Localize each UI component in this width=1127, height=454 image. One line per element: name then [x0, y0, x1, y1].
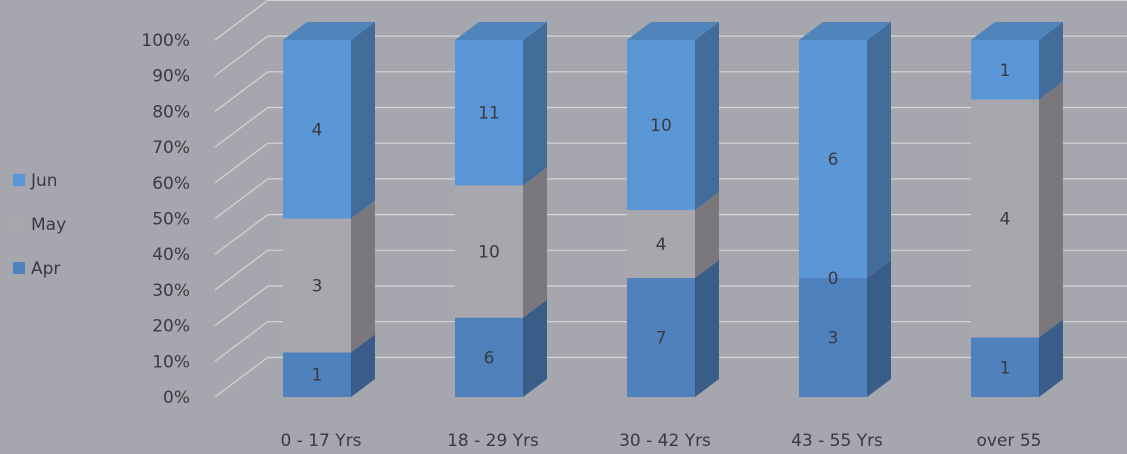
- legend: Jun May Apr: [13, 171, 66, 279]
- gridline-slant: [214, 0, 269, 41]
- data-label-18-29-yrs-may: 10: [478, 243, 500, 263]
- data-labels: 1 3 4 6 10 11 7 4 10 3 0 6 1 4 1: [312, 61, 1011, 386]
- gridline-slant: [214, 356, 269, 398]
- bar-top-30-42-yrs: [627, 22, 719, 40]
- data-label-30-42-yrs-apr: 7: [656, 329, 667, 349]
- bar-30-42-yrs-jun: [627, 40, 695, 210]
- data-label-over-55-may: 4: [1000, 210, 1011, 230]
- bar-side-18-29-yrs-may: [523, 167, 547, 318]
- bar-side-30-42-yrs-may: [695, 192, 719, 278]
- x-tick-label: over 55: [977, 431, 1042, 451]
- legend-swatch-apr: [13, 262, 25, 274]
- bar-0-17-yrs-may: [283, 218, 351, 353]
- data-label-18-29-yrs-apr: 6: [484, 348, 495, 368]
- y-tick-label: 20%: [152, 317, 190, 337]
- data-label-43-55-yrs-jun: 6: [828, 150, 839, 170]
- data-label-43-55-yrs-apr: 3: [828, 329, 839, 349]
- bar-0-17-yrs-jun: [283, 40, 351, 219]
- x-tick-label: 18 - 29 Yrs: [447, 431, 539, 451]
- bar-over-55-apr: [971, 337, 1039, 397]
- bar-18-29-yrs-may: [455, 185, 523, 318]
- data-label-over-55-jun: 1: [1000, 61, 1011, 81]
- bar-side-over-55-may: [1039, 81, 1063, 338]
- bar-side-0-17-yrs-may: [351, 200, 375, 353]
- gridline-slant: [214, 178, 269, 219]
- y-tick-label: 10%: [152, 352, 190, 372]
- gridline-slant: [214, 35, 269, 77]
- data-label-over-55-apr: 1: [1000, 358, 1011, 378]
- data-label-30-42-yrs-may: 4: [656, 235, 667, 255]
- legend-swatch-jun: [13, 174, 25, 186]
- gridline-slant: [214, 142, 269, 184]
- bar-side-30-42-yrs-jun: [695, 22, 719, 210]
- x-tick-label: 43 - 55 Yrs: [791, 431, 883, 451]
- data-label-0-17-yrs-jun: 4: [312, 120, 323, 140]
- data-label-0-17-yrs-apr: 1: [312, 366, 323, 386]
- x-tick-label: 30 - 42 Yrs: [619, 431, 711, 451]
- bar-side-30-42-yrs-apr: [695, 260, 719, 397]
- bar-30-42-yrs-apr: [627, 278, 695, 397]
- bar-top-18-29-yrs: [455, 22, 547, 40]
- y-tick-label: 60%: [152, 174, 190, 194]
- bar-over-55-jun: [971, 40, 1039, 100]
- bar-side-0-17-yrs-apr: [351, 334, 375, 397]
- gridline-slant: [214, 107, 269, 148]
- bar-side-over-55-jun: [1039, 22, 1063, 100]
- gridline-slant: [214, 214, 269, 255]
- gridline-slant: [214, 321, 269, 362]
- bar-43-55-yrs-jun: [799, 40, 867, 278]
- bar-30-42-yrs-may: [627, 210, 695, 278]
- bar-side-18-29-yrs-apr: [523, 299, 547, 397]
- legend-label-may: May: [31, 215, 66, 235]
- gridline-slant: [214, 71, 269, 112]
- data-label-0-17-yrs-may: 3: [312, 276, 323, 296]
- x-axis: 0 - 17 Yrs 18 - 29 Yrs 30 - 42 Yrs 43 - 55 …: [280, 431, 1041, 451]
- bar-18-29-yrs-jun: [455, 40, 523, 186]
- bar-side-over-55-apr: [1039, 319, 1063, 397]
- bar-side-43-55-yrs-apr: [867, 260, 891, 397]
- y-tick-label: 70%: [152, 138, 190, 158]
- legend-label-apr: Apr: [31, 259, 60, 279]
- bar-side-0-17-yrs-jun: [351, 22, 375, 219]
- x-tick-label: 0 - 17 Yrs: [280, 431, 361, 451]
- data-label-43-55-yrs-may: 0: [828, 269, 839, 289]
- bar-side-43-55-yrs-jun: [867, 22, 891, 278]
- y-tick-label: 80%: [152, 102, 190, 122]
- y-tick-label: 40%: [152, 245, 190, 265]
- bar-0-17-yrs-apr: [283, 352, 351, 397]
- bar-over-55-may: [971, 99, 1039, 338]
- y-axis: 0% 10% 20% 30% 40% 50% 60% 70% 80% 90% 100%: [141, 31, 190, 408]
- bar-top-43-55-yrs: [799, 22, 891, 40]
- data-label-30-42-yrs-jun: 10: [650, 116, 672, 136]
- data-label-18-29-yrs-jun: 11: [478, 104, 500, 124]
- bar-side-18-29-yrs-jun: [523, 22, 547, 186]
- y-tick-label: 0%: [163, 388, 190, 408]
- y-tick-label: 50%: [152, 210, 190, 230]
- y-tick-label: 30%: [152, 281, 190, 301]
- bar-top-0-17-yrs: [283, 22, 375, 40]
- bars: [283, 22, 1063, 397]
- gridline-slant: [214, 249, 269, 291]
- bar-top-over-55: [971, 22, 1063, 40]
- bar-18-29-yrs-apr: [455, 317, 523, 397]
- legend-swatch-may: [13, 218, 25, 230]
- y-tick-label: 100%: [141, 31, 190, 51]
- legend-label-jun: Jun: [30, 171, 58, 191]
- gridline-slant: [214, 285, 269, 327]
- bar-43-55-yrs-apr: [799, 278, 867, 397]
- y-tick-label: 90%: [152, 67, 190, 87]
